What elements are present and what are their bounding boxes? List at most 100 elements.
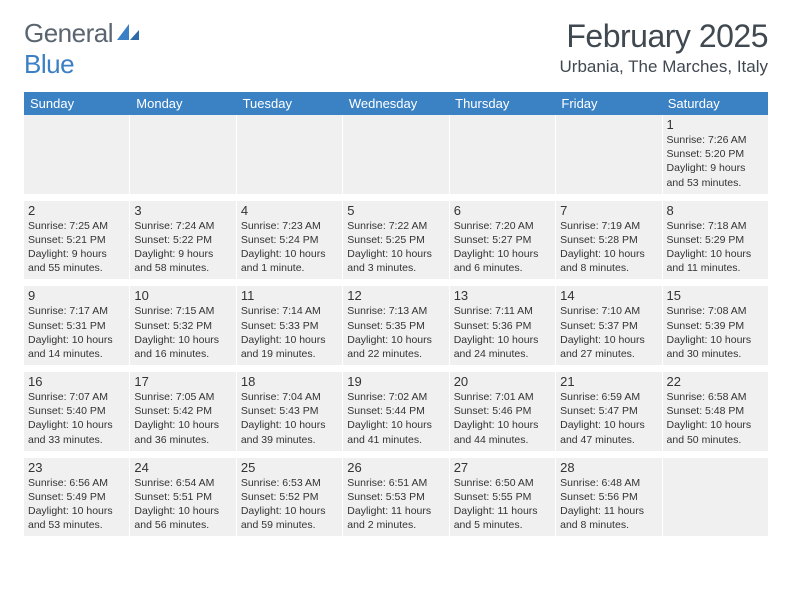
- calendar-cell: 25Sunrise: 6:53 AMSunset: 5:52 PMDayligh…: [237, 458, 343, 537]
- daylight-text: Daylight: 10 hours and 59 minutes.: [241, 504, 338, 532]
- calendar-cell: 22Sunrise: 6:58 AMSunset: 5:48 PMDayligh…: [663, 372, 768, 451]
- sunset-text: Sunset: 5:31 PM: [28, 319, 125, 333]
- day-details: Sunrise: 7:26 AMSunset: 5:20 PMDaylight:…: [667, 133, 764, 190]
- day-details: Sunrise: 7:11 AMSunset: 5:36 PMDaylight:…: [454, 304, 551, 361]
- day-details: Sunrise: 7:01 AMSunset: 5:46 PMDaylight:…: [454, 390, 551, 447]
- sunrise-text: Sunrise: 7:18 AM: [667, 219, 764, 233]
- logo-sail-icon: [115, 18, 141, 49]
- calendar-cell: 1Sunrise: 7:26 AMSunset: 5:20 PMDaylight…: [663, 115, 768, 194]
- sunset-text: Sunset: 5:51 PM: [134, 490, 231, 504]
- sunrise-text: Sunrise: 7:25 AM: [28, 219, 125, 233]
- daylight-text: Daylight: 10 hours and 24 minutes.: [454, 333, 551, 361]
- logo-text: GeneralBlue: [24, 18, 141, 80]
- day-details: Sunrise: 7:17 AMSunset: 5:31 PMDaylight:…: [28, 304, 125, 361]
- logo-text-blue: Blue: [24, 49, 74, 79]
- day-details: Sunrise: 7:20 AMSunset: 5:27 PMDaylight:…: [454, 219, 551, 276]
- calendar-cell: 24Sunrise: 6:54 AMSunset: 5:51 PMDayligh…: [130, 458, 236, 537]
- day-details: Sunrise: 6:53 AMSunset: 5:52 PMDaylight:…: [241, 476, 338, 533]
- sunrise-text: Sunrise: 7:24 AM: [134, 219, 231, 233]
- day-number: 22: [667, 374, 764, 389]
- calendar-cell: [663, 458, 768, 537]
- calendar-cell: 26Sunrise: 6:51 AMSunset: 5:53 PMDayligh…: [343, 458, 449, 537]
- sunrise-text: Sunrise: 7:22 AM: [347, 219, 444, 233]
- calendar-cell: 20Sunrise: 7:01 AMSunset: 5:46 PMDayligh…: [450, 372, 556, 451]
- logo-text-gray: General: [24, 18, 113, 48]
- calendar-cell: [24, 115, 130, 194]
- calendar-cell: 3Sunrise: 7:24 AMSunset: 5:22 PMDaylight…: [130, 201, 236, 280]
- calendar-cell: 15Sunrise: 7:08 AMSunset: 5:39 PMDayligh…: [663, 286, 768, 365]
- day-number: 18: [241, 374, 338, 389]
- calendar-cell: [450, 115, 556, 194]
- sunset-text: Sunset: 5:46 PM: [454, 404, 551, 418]
- calendar-cell: 4Sunrise: 7:23 AMSunset: 5:24 PMDaylight…: [237, 201, 343, 280]
- day-number: 16: [28, 374, 125, 389]
- daylight-text: Daylight: 10 hours and 36 minutes.: [134, 418, 231, 446]
- daylight-text: Daylight: 11 hours and 8 minutes.: [560, 504, 657, 532]
- sunrise-text: Sunrise: 7:20 AM: [454, 219, 551, 233]
- daylight-text: Daylight: 10 hours and 14 minutes.: [28, 333, 125, 361]
- day-number: 21: [560, 374, 657, 389]
- sunset-text: Sunset: 5:52 PM: [241, 490, 338, 504]
- sunset-text: Sunset: 5:48 PM: [667, 404, 764, 418]
- calendar-cell: [343, 115, 449, 194]
- calendar-cell: 8Sunrise: 7:18 AMSunset: 5:29 PMDaylight…: [663, 201, 768, 280]
- calendar-cell: 23Sunrise: 6:56 AMSunset: 5:49 PMDayligh…: [24, 458, 130, 537]
- day-details: Sunrise: 7:19 AMSunset: 5:28 PMDaylight:…: [560, 219, 657, 276]
- sunset-text: Sunset: 5:35 PM: [347, 319, 444, 333]
- page-header: GeneralBlue February 2025 Urbania, The M…: [24, 18, 768, 80]
- daylight-text: Daylight: 10 hours and 41 minutes.: [347, 418, 444, 446]
- day-details: Sunrise: 6:50 AMSunset: 5:55 PMDaylight:…: [454, 476, 551, 533]
- sunset-text: Sunset: 5:24 PM: [241, 233, 338, 247]
- day-details: Sunrise: 7:04 AMSunset: 5:43 PMDaylight:…: [241, 390, 338, 447]
- sunset-text: Sunset: 5:37 PM: [560, 319, 657, 333]
- sunset-text: Sunset: 5:25 PM: [347, 233, 444, 247]
- day-number: 23: [28, 460, 125, 475]
- daylight-text: Daylight: 10 hours and 11 minutes.: [667, 247, 764, 275]
- daylight-text: Daylight: 10 hours and 6 minutes.: [454, 247, 551, 275]
- day-number: 2: [28, 203, 125, 218]
- day-details: Sunrise: 7:15 AMSunset: 5:32 PMDaylight:…: [134, 304, 231, 361]
- day-of-week-header: Sunday Monday Tuesday Wednesday Thursday…: [24, 92, 768, 115]
- sunset-text: Sunset: 5:43 PM: [241, 404, 338, 418]
- dow-sunday: Sunday: [24, 92, 130, 115]
- title-block: February 2025 Urbania, The Marches, Ital…: [560, 18, 769, 77]
- sunrise-text: Sunrise: 7:17 AM: [28, 304, 125, 318]
- day-number: 8: [667, 203, 764, 218]
- sunrise-text: Sunrise: 7:02 AM: [347, 390, 444, 404]
- sunrise-text: Sunrise: 7:13 AM: [347, 304, 444, 318]
- sunrise-text: Sunrise: 6:56 AM: [28, 476, 125, 490]
- day-number: 17: [134, 374, 231, 389]
- sunrise-text: Sunrise: 6:54 AM: [134, 476, 231, 490]
- day-details: Sunrise: 6:59 AMSunset: 5:47 PMDaylight:…: [560, 390, 657, 447]
- calendar-cell: 18Sunrise: 7:04 AMSunset: 5:43 PMDayligh…: [237, 372, 343, 451]
- daylight-text: Daylight: 10 hours and 27 minutes.: [560, 333, 657, 361]
- calendar-cell: 6Sunrise: 7:20 AMSunset: 5:27 PMDaylight…: [450, 201, 556, 280]
- daylight-text: Daylight: 10 hours and 19 minutes.: [241, 333, 338, 361]
- sunrise-text: Sunrise: 7:19 AM: [560, 219, 657, 233]
- daylight-text: Daylight: 11 hours and 2 minutes.: [347, 504, 444, 532]
- day-details: Sunrise: 6:56 AMSunset: 5:49 PMDaylight:…: [28, 476, 125, 533]
- sunset-text: Sunset: 5:27 PM: [454, 233, 551, 247]
- daylight-text: Daylight: 10 hours and 39 minutes.: [241, 418, 338, 446]
- sunset-text: Sunset: 5:20 PM: [667, 147, 764, 161]
- day-details: Sunrise: 7:08 AMSunset: 5:39 PMDaylight:…: [667, 304, 764, 361]
- day-details: Sunrise: 7:02 AMSunset: 5:44 PMDaylight:…: [347, 390, 444, 447]
- day-details: Sunrise: 7:07 AMSunset: 5:40 PMDaylight:…: [28, 390, 125, 447]
- daylight-text: Daylight: 10 hours and 50 minutes.: [667, 418, 764, 446]
- daylight-text: Daylight: 9 hours and 58 minutes.: [134, 247, 231, 275]
- sunset-text: Sunset: 5:49 PM: [28, 490, 125, 504]
- day-number: 1: [667, 117, 764, 132]
- daylight-text: Daylight: 9 hours and 55 minutes.: [28, 247, 125, 275]
- sunset-text: Sunset: 5:21 PM: [28, 233, 125, 247]
- sunset-text: Sunset: 5:29 PM: [667, 233, 764, 247]
- dow-wednesday: Wednesday: [343, 92, 449, 115]
- day-number: 26: [347, 460, 444, 475]
- day-details: Sunrise: 7:13 AMSunset: 5:35 PMDaylight:…: [347, 304, 444, 361]
- dow-monday: Monday: [130, 92, 236, 115]
- month-title: February 2025: [560, 18, 769, 55]
- calendar-cell: 9Sunrise: 7:17 AMSunset: 5:31 PMDaylight…: [24, 286, 130, 365]
- day-details: Sunrise: 7:23 AMSunset: 5:24 PMDaylight:…: [241, 219, 338, 276]
- day-number: 28: [560, 460, 657, 475]
- day-number: 24: [134, 460, 231, 475]
- sunset-text: Sunset: 5:33 PM: [241, 319, 338, 333]
